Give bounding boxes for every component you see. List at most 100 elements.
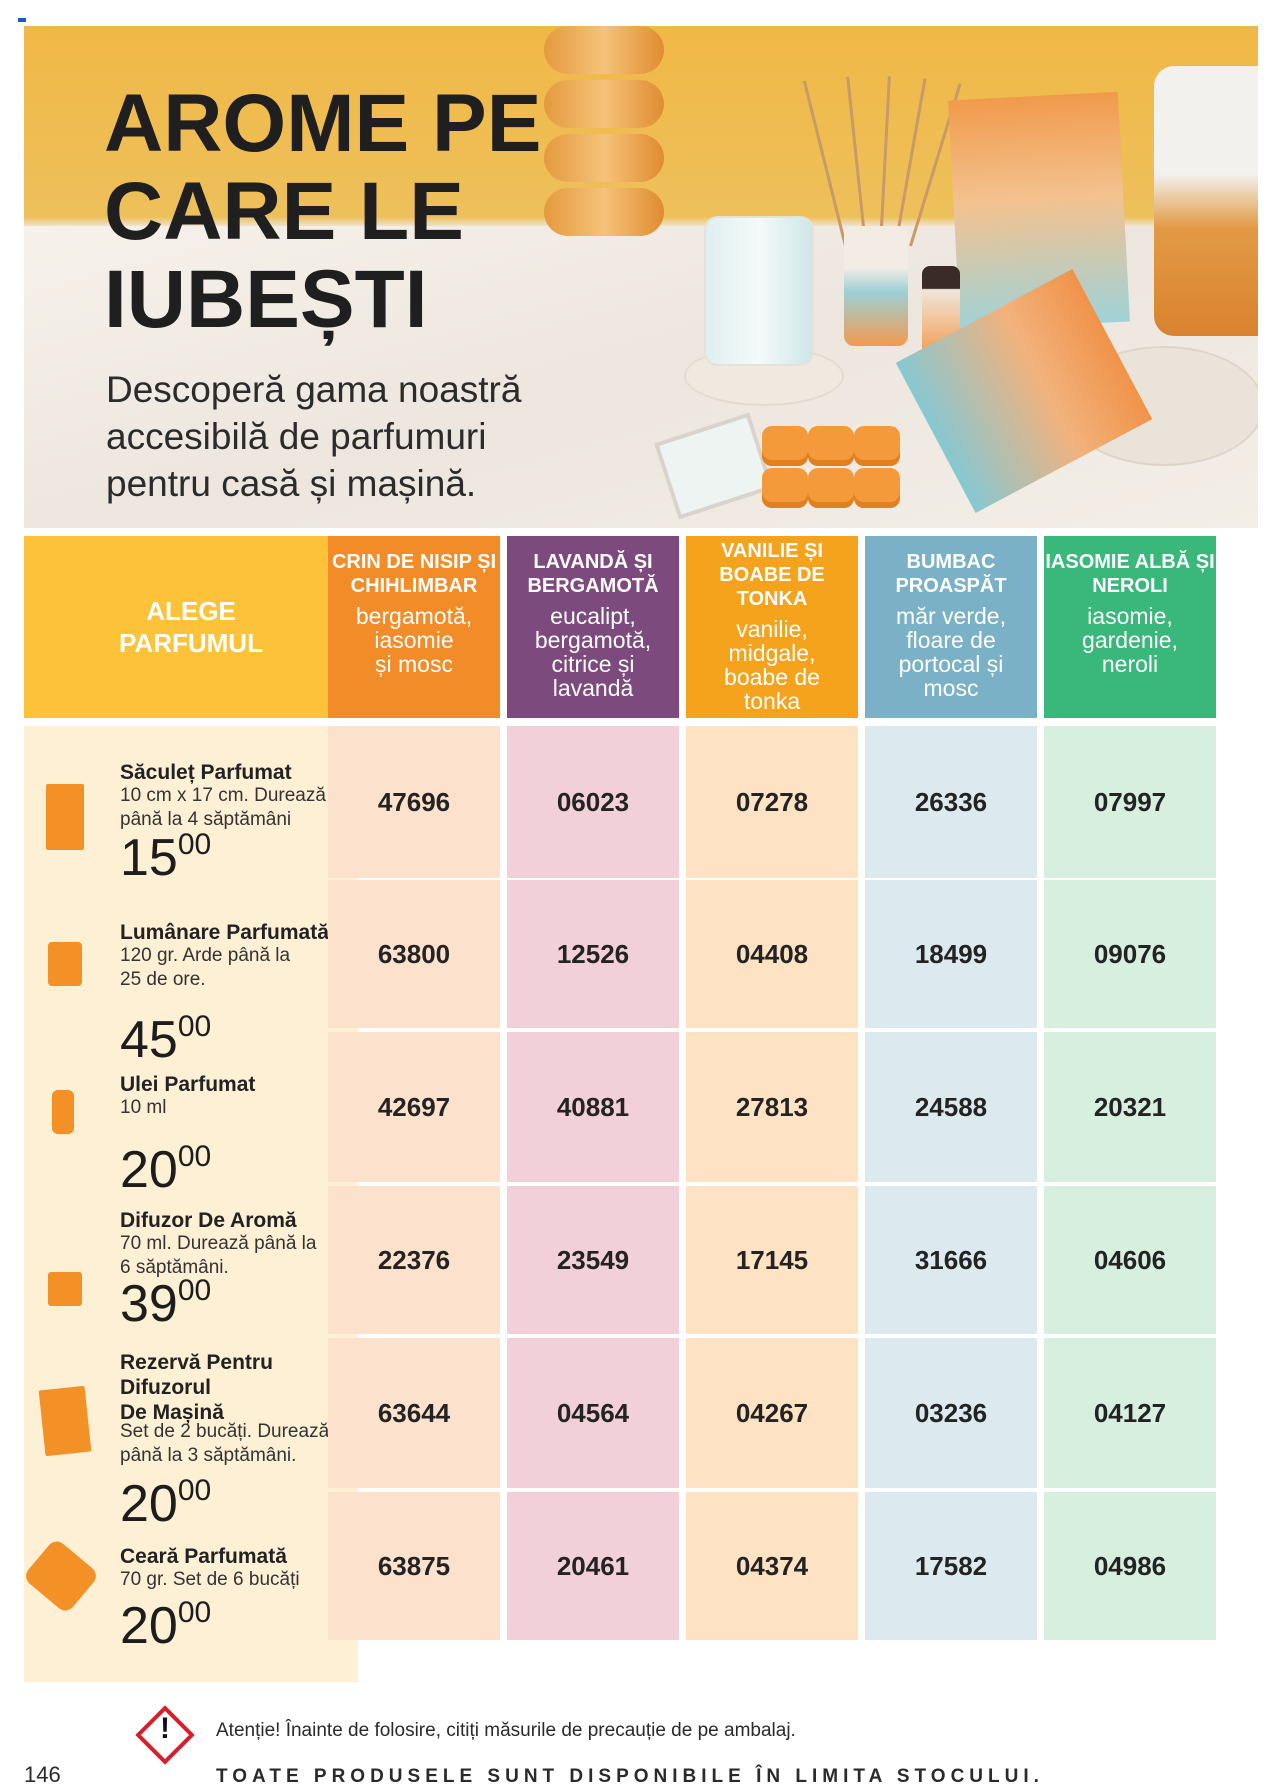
- product-code: 04267: [686, 1338, 858, 1488]
- fragrance-name: VANILIE ȘI BOABE DE TONKA: [719, 540, 825, 610]
- product-list-panel: [24, 726, 358, 1682]
- fragrance-notes: măr verde, floare de portocal și mosc: [896, 603, 1006, 701]
- product-code: 06023: [507, 726, 679, 878]
- corner-mark: [18, 18, 26, 22]
- product-row: Difuzor De Aromă 70 ml. Durează până la 6…: [24, 1186, 358, 1334]
- header-label-line: ALEGE: [146, 596, 236, 626]
- product-code: 63875: [328, 1492, 500, 1640]
- product-code: 17145: [686, 1186, 858, 1334]
- product-code: 26336: [865, 726, 1037, 878]
- price-integer: 20: [120, 1597, 178, 1655]
- product-price: 2000: [120, 1476, 211, 1531]
- product-name: Difuzor De Aromă: [120, 1209, 297, 1232]
- oil-bottle-icon: [52, 1090, 74, 1134]
- product-row: Ulei Parfumat 10 ml 2000: [24, 1032, 358, 1196]
- hero-title-line: IUBEȘTI: [104, 254, 428, 345]
- product-code: 04408: [686, 880, 858, 1028]
- fragrance-notes: bergamotă, iasomie și mosc: [355, 603, 473, 677]
- product-code: 24588: [865, 1032, 1037, 1182]
- product-description: 10 cm x 17 cm. Durează până la 4 săptămâ…: [120, 785, 326, 830]
- product-name: Săculeț Parfumat: [120, 761, 292, 784]
- candle-jar: [704, 216, 814, 366]
- fragrance-name: CRIN DE NISIP ȘI CHIHLIMBAR: [331, 551, 497, 597]
- product-code: 22376: [328, 1186, 500, 1334]
- product-code: 07997: [1044, 726, 1216, 878]
- column-header-1: CRIN DE NISIP ȘI CHIHLIMBAR bergamotă, ia…: [328, 536, 500, 718]
- product-code: 63800: [328, 880, 500, 1028]
- hero-subtitle-line: accesibilă de parfumuri: [106, 416, 487, 457]
- product-code: 20461: [507, 1492, 679, 1640]
- column-header-5: IASOMIE ALBĂ ȘI NEROLI iasomie, gardenie,…: [1044, 536, 1216, 718]
- product-name: Ceară Parfumată: [120, 1545, 287, 1568]
- product-row: Lumânare Parfumată 120 gr. Arde până la 2…: [24, 880, 358, 1066]
- product-code: 20321: [1044, 1032, 1216, 1182]
- candle-icon: [48, 942, 82, 986]
- wax-melt-icon: [22, 1537, 100, 1615]
- column-header-4: BUMBAC PROASPĂT măr verde, floare de port…: [865, 536, 1037, 718]
- product-code: 04127: [1044, 1338, 1216, 1488]
- warning-icon: !: [134, 1704, 196, 1766]
- vase-decoration: [544, 26, 664, 236]
- product-row: Săculeț Parfumat 10 cm x 17 cm. Durează p…: [24, 726, 358, 884]
- product-row: Rezervă Pentru Difuzorul De Mașină Set de…: [24, 1338, 358, 1530]
- hero-title: AROME PE CARE LE IUBEȘTI: [104, 80, 624, 344]
- flower-glass: [1154, 66, 1258, 336]
- choose-fragrance-header: ALEGE PARFUMUL: [24, 536, 358, 718]
- stock-notice: TOATE PRODUSELE SUNT DISPONIBILE ÎN LIMI…: [216, 1766, 1044, 1787]
- price-integer: 39: [120, 1275, 178, 1333]
- product-description: 120 gr. Arde până la 25 de ore.: [120, 945, 291, 990]
- price-integer: 15: [120, 829, 178, 887]
- diffuser-reeds: [802, 76, 962, 247]
- wax-melts: [762, 426, 900, 516]
- hero-title-line: AROME PE: [104, 78, 542, 169]
- price-integer: 45: [120, 1011, 178, 1069]
- header-label-line: PARFUMUL: [119, 628, 263, 658]
- price-decimals: 00: [177, 1596, 212, 1629]
- product-name: Rezervă Pentru Difuzorul De Mașină: [120, 1351, 273, 1424]
- fragrance-name: BUMBAC PROASPĂT: [895, 551, 1007, 597]
- product-price: 2000: [120, 1141, 211, 1199]
- product-code: 04606: [1044, 1186, 1216, 1334]
- product-description: 70 gr. Set de 6 bucăți: [120, 1569, 300, 1590]
- price-integer: 20: [120, 1141, 178, 1199]
- hero-subtitle: Descoperă gama noastră accesibilă de par…: [106, 366, 606, 507]
- diffuser-bottle: [844, 226, 908, 346]
- column-header-2: LAVANDĂ ȘI BERGAMOTĂ eucalipt, bergamotă,…: [507, 536, 679, 718]
- product-code: 09076: [1044, 880, 1216, 1028]
- column-header-3: VANILIE ȘI BOABE DE TONKA vanilie, midgal…: [686, 536, 858, 718]
- product-name: Ulei Parfumat: [120, 1073, 256, 1096]
- product-description: 10 ml: [120, 1097, 167, 1118]
- price-decimals: 00: [177, 828, 212, 861]
- product-code: 40881: [507, 1032, 679, 1182]
- product-code: 23549: [507, 1186, 679, 1334]
- product-code: 27813: [686, 1032, 858, 1182]
- product-code: 12526: [507, 880, 679, 1028]
- product-code: 47696: [328, 726, 500, 878]
- fragrance-table: ALEGE PARFUMUL CRIN DE NISIP ȘI CHIHLIMB…: [22, 536, 1258, 1682]
- product-code: 31666: [865, 1186, 1037, 1334]
- product-code: 18499: [865, 880, 1037, 1028]
- product-price: 2000: [120, 1597, 211, 1655]
- product-code: 04986: [1044, 1492, 1216, 1640]
- price-decimals: 00: [177, 1010, 212, 1043]
- price-decimals: 00: [177, 1474, 212, 1507]
- hero-title-line: CARE LE: [104, 166, 464, 257]
- fragrance-notes: eucalipt, bergamotă, citrice și lavandă: [534, 603, 652, 701]
- sachet-icon: [46, 784, 84, 850]
- product-code: 04374: [686, 1492, 858, 1640]
- fragrance-name: LAVANDĂ ȘI BERGAMOTĂ: [527, 551, 659, 597]
- product-code: 07278: [686, 726, 858, 878]
- product-description: Set de 2 bucăți. Durează până la 3 săptă…: [120, 1421, 330, 1466]
- page-number: 146: [24, 1762, 61, 1787]
- product-row: Ceară Parfumată 70 gr. Set de 6 bucăți 200…: [22, 1492, 358, 1652]
- product-code: 63644: [328, 1338, 500, 1488]
- diffuser-icon: [48, 1272, 82, 1306]
- product-code: 17582: [865, 1492, 1037, 1640]
- car-refill-icon: [38, 1385, 92, 1457]
- product-name: Lumânare Parfumată: [120, 921, 329, 944]
- product-price: 4500: [120, 1011, 211, 1069]
- hero-banner: AROME PE CARE LE IUBEȘTI Descoperă gama …: [24, 26, 1258, 528]
- price-decimals: 00: [177, 1274, 212, 1307]
- product-code: 04564: [507, 1338, 679, 1488]
- hero-subtitle-line: pentru casă și mașină.: [106, 463, 477, 504]
